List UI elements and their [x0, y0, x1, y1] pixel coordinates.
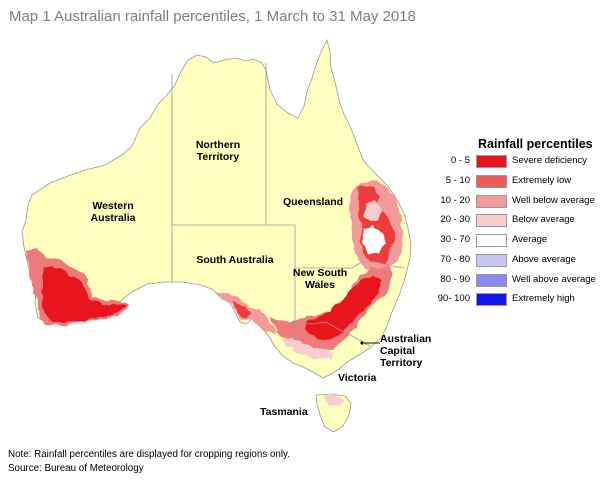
- legend-label: Severe deficiency: [512, 155, 587, 166]
- rainfall-sa-severe: [232, 302, 252, 318]
- rainfall-tas: [322, 396, 344, 406]
- legend-range: 80 - 90: [440, 274, 470, 285]
- legend-swatch: [476, 254, 507, 267]
- legend-label: Well below average: [512, 195, 595, 206]
- rainfall-qld-average: [362, 226, 386, 254]
- legend-label: Below average: [512, 214, 575, 225]
- legend-swatch: [476, 293, 507, 306]
- map-title: Map 1 Australian rainfall percentiles, 1…: [9, 8, 416, 25]
- legend-label: Extremely low: [512, 175, 572, 186]
- rainfall-overlay: [24, 180, 404, 406]
- act-marker: [360, 341, 364, 345]
- source-note: Source: Bureau of Meteorology: [8, 463, 144, 474]
- legend-range: 10 - 20: [440, 195, 470, 206]
- label-northern-territory: Northern Territory: [195, 139, 241, 163]
- legend-swatch: [476, 155, 507, 168]
- state-borders: [171, 63, 405, 347]
- rainfall-vic-severe: [306, 276, 382, 340]
- label-south-australia: South Australia: [196, 254, 274, 266]
- legend-range: 20 - 30: [440, 214, 470, 225]
- legend-range: 0 - 5: [450, 155, 470, 166]
- label-act: Australian Capital Territory: [380, 333, 432, 369]
- label-western-australia: Western Australia: [90, 200, 136, 224]
- legend-label: Average: [512, 234, 548, 245]
- legend-swatch: [476, 274, 507, 287]
- legend-swatch: [476, 175, 507, 188]
- label-new-south-wales: New South Wales: [292, 267, 348, 291]
- legend-title: Rainfall percentiles: [478, 137, 593, 151]
- label-queensland: Queensland: [282, 196, 344, 208]
- rainfall-wa-severe: [42, 268, 126, 322]
- footnote: Note: Rainfall percentiles are displayed…: [8, 449, 290, 460]
- tasmania-island: [315, 393, 352, 433]
- legend-label: Above average: [512, 254, 576, 265]
- label-tasmania: Tasmania: [260, 406, 308, 418]
- legend-range: 5 - 10: [445, 175, 470, 186]
- legend-swatch: [476, 214, 507, 227]
- mainland-australia: [21, 38, 412, 379]
- label-victoria: Victoria: [338, 372, 377, 384]
- legend-swatch: [476, 234, 507, 247]
- legend-range: 70 - 80: [440, 254, 470, 265]
- rainfall-qld-below: [364, 200, 382, 222]
- legend-label: Extremely high: [512, 293, 575, 304]
- rainfall-vic-pale: [282, 338, 334, 360]
- legend-swatch: [476, 195, 507, 208]
- legend-range: 90- 100: [437, 293, 470, 304]
- legend-label: Well above average: [512, 274, 596, 285]
- legend-range: 30 - 70: [440, 234, 470, 245]
